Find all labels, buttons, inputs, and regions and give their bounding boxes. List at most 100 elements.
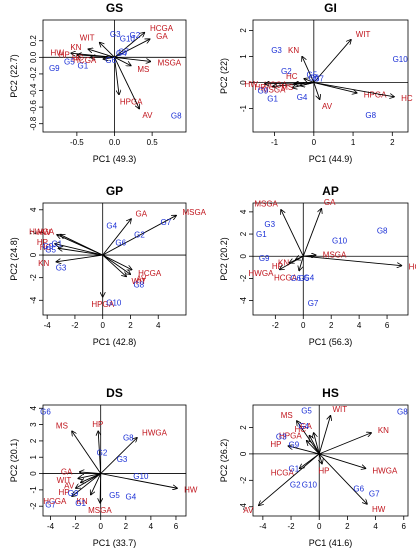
loading-arrow — [72, 473, 101, 497]
genotype-point-label: G2 — [290, 480, 301, 489]
y-tick-label: -2 — [29, 274, 38, 282]
variable-label: AV — [322, 102, 333, 111]
variable-label: AV — [64, 481, 75, 490]
biplot-panel-ds: DS -4 -2 0 2 4 6 -2 -1 0 1 2 3 4 PC1 (33.7) PC2 (20.1) M… — [9, 386, 198, 548]
y-tick-label: 0 — [29, 252, 38, 257]
variable-label: AV — [243, 506, 254, 515]
x-tick-label: 2 — [329, 321, 334, 330]
variable-label: HP — [37, 238, 48, 247]
x-tick-label: 2 — [390, 138, 395, 147]
genotype-point-label: G3 — [117, 455, 128, 464]
y-tick-label: -0.8 — [29, 116, 38, 130]
x-axis-label: PC1 (44.9) — [309, 154, 353, 164]
variable-label: MS — [281, 83, 293, 92]
genotype-point-label: G3 — [110, 30, 121, 39]
genotype-point-label: G4 — [304, 273, 315, 282]
variable-label: HP — [255, 83, 266, 92]
x-tick-label: 0.0 — [109, 138, 121, 147]
plot-frame — [42, 202, 187, 316]
x-tick-label: 2 — [345, 522, 350, 531]
loading-arrow — [114, 39, 150, 58]
x-axis-label: PC1 (41.6) — [309, 538, 353, 548]
variable-label: HP — [270, 440, 281, 449]
loading-arrow — [114, 57, 120, 94]
variable-label: WIT — [131, 277, 146, 286]
loading-arrow — [309, 435, 320, 455]
loading-arrow — [103, 57, 115, 59]
variable-label: HP — [59, 50, 70, 59]
genotype-point-label: G8 — [377, 227, 388, 236]
genotype-point-label: G4 — [297, 93, 308, 102]
variable-label: HC — [286, 72, 298, 81]
variable-label: HPGA — [364, 91, 387, 100]
x-tick-label: 2 — [128, 321, 133, 330]
genotype-point-label: G1 — [256, 230, 267, 239]
loading-arrow — [72, 431, 102, 474]
variable-label: HWGA — [372, 467, 398, 476]
x-tick-label: -2 — [287, 522, 295, 531]
variable-label: HW — [244, 80, 258, 89]
variable-label: HW — [37, 228, 51, 237]
loading-arrow — [99, 42, 115, 58]
genotype-point-label: G1 — [289, 464, 300, 473]
variable-label: HCGA — [274, 273, 298, 282]
variable-label: HC — [401, 94, 413, 103]
y-tick-label: -0.6 — [29, 100, 38, 114]
y-axis-label: PC2 (20.1) — [9, 439, 19, 483]
loading-arrow — [313, 82, 394, 97]
loading-arrow — [304, 79, 314, 83]
genotype-point-label: G6 — [115, 239, 126, 248]
y-tick-label: -4 — [239, 296, 248, 304]
variable-label: GA — [156, 32, 168, 41]
loading-arrow — [318, 453, 367, 504]
loading-arrow — [313, 40, 351, 83]
genotype-point-label: G4 — [125, 492, 136, 501]
x-tick-label: -4 — [259, 522, 267, 531]
variable-label: HCGA — [43, 497, 67, 506]
loading-arrow — [297, 421, 320, 455]
loading-arrow — [100, 473, 178, 489]
x-tick-label: 6 — [402, 522, 407, 531]
x-tick-label: -1 — [271, 138, 279, 147]
loading-arrow — [307, 441, 320, 455]
variable-label: HWGA — [142, 429, 168, 438]
genotype-point-label: G7 — [161, 218, 172, 227]
genotype-point-label: G3 — [264, 220, 275, 229]
y-tick-label: 0.0 — [29, 51, 38, 63]
x-tick-label: 4 — [357, 321, 362, 330]
biplot-panel-gs: GS -0.5 0.0 0.5 -0.8 -0.6 -0.4 -0.2 0.0 0.2 PC1 (4… — [9, 1, 187, 164]
y-tick-label: -2 — [239, 274, 248, 282]
x-tick-label: -2 — [272, 321, 280, 330]
genotype-point-label: G3 — [271, 46, 282, 55]
variable-label: GA — [324, 198, 336, 207]
variable-label: MS — [56, 421, 68, 430]
y-tick-label: 1 — [29, 454, 38, 459]
loading-arrow — [100, 473, 101, 503]
loading-arrow — [280, 255, 304, 269]
variable-label: HCGA — [138, 269, 162, 278]
variable-label: WIT — [356, 30, 371, 39]
genotype-point-label: G9 — [259, 254, 270, 263]
y-tick-label: 4 — [29, 405, 38, 410]
loading-arrow — [303, 255, 401, 265]
loading-arrow — [114, 56, 151, 61]
plot-frame — [42, 404, 187, 517]
genotype-point-label: G5 — [109, 491, 120, 500]
y-tick-label: 0 — [29, 471, 38, 476]
genotype-point-label: G3 — [56, 263, 67, 272]
panel-title: GP — [106, 184, 123, 198]
variable-label: HW — [51, 49, 65, 58]
y-tick-label: 2 — [239, 28, 248, 33]
variable-label: HCGA — [271, 469, 295, 478]
genotype-point-label: G9 — [257, 86, 268, 95]
loading-arrow — [102, 254, 127, 276]
y-tick-label: 4 — [29, 207, 38, 212]
loading-arrow — [102, 254, 131, 274]
x-axis-label: PC1 (49.3) — [93, 154, 137, 164]
variable-label: AV — [136, 274, 147, 283]
genotype-point-label: G6 — [105, 56, 116, 65]
variable-label: HC — [40, 243, 52, 252]
loading-arrow — [302, 209, 321, 257]
plot-frame — [252, 19, 409, 133]
variable-label: HWGA — [249, 269, 275, 278]
